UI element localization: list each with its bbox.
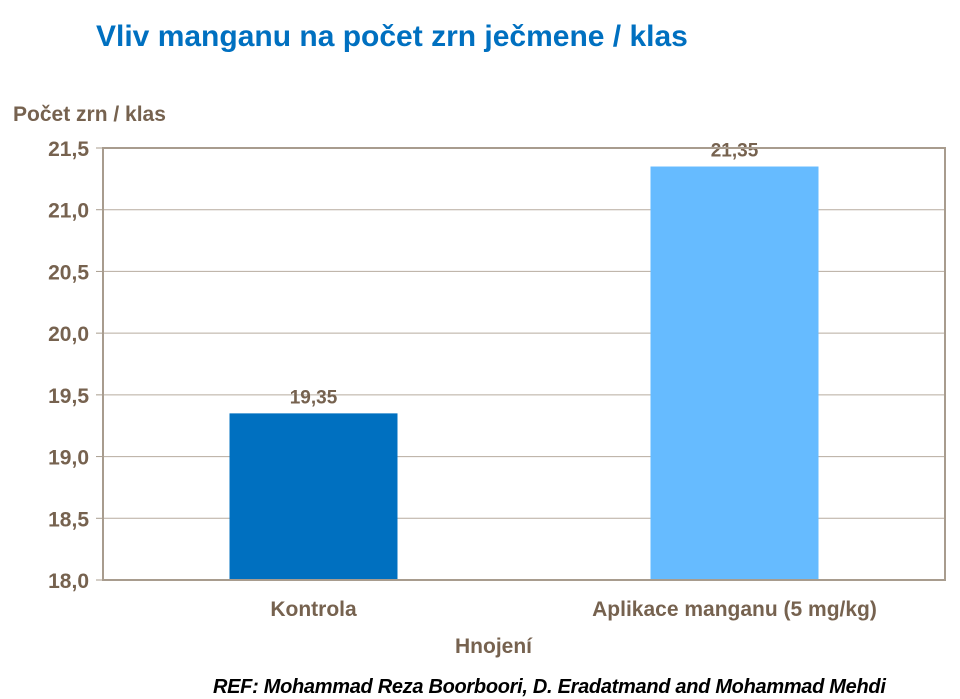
chart-title: Vliv manganu na počet zrn ječmene / klas	[96, 20, 688, 53]
y-tick-label: 20,0	[48, 323, 89, 346]
y-tick-label: 18,0	[48, 570, 89, 593]
y-tick-label: 19,5	[48, 385, 89, 408]
y-tick-label: 21,0	[48, 200, 89, 223]
y-tick-label: 19,0	[48, 447, 89, 470]
bar	[650, 166, 819, 580]
reference-text: REF: Mohammad Reza Boorboori, D. Eradatm…	[213, 676, 886, 698]
y-tick-label: 18,5	[48, 508, 89, 531]
y-axis-label: Počet zrn / klas	[13, 103, 166, 126]
data-label: 19,35	[290, 387, 338, 408]
x-tick-label: Aplikace manganu (5 mg/kg)	[592, 598, 877, 621]
y-tick-label: 21,5	[48, 138, 89, 161]
x-axis-label: Hnojení	[455, 635, 532, 658]
x-tick-label: Kontrola	[270, 598, 357, 621]
data-label: 21,35	[711, 141, 759, 162]
plot-border	[102, 147, 946, 581]
bar	[229, 413, 398, 580]
y-tick-label: 20,5	[48, 261, 89, 284]
